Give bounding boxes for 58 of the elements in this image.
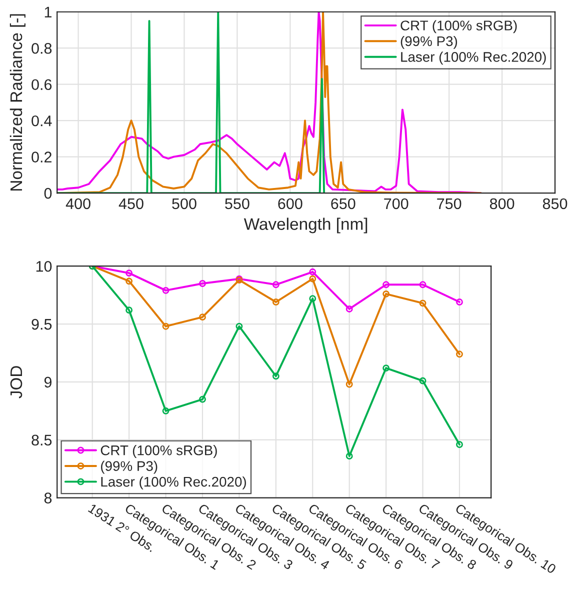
y-tick-label: 9 (44, 376, 52, 388)
point (199, 396, 206, 403)
y-tick-label: 8 (44, 492, 52, 504)
point (162, 407, 170, 414)
y-tick-label: 0.6 (32, 79, 52, 90)
x-tick-label: 400 (66, 198, 90, 210)
point (162, 322, 170, 330)
point (456, 441, 463, 448)
point (272, 281, 280, 288)
y-tick-label: 0.4 (32, 115, 52, 126)
point (419, 377, 426, 384)
x-tick-label: 650 (331, 198, 356, 210)
x-tick-label: 850 (542, 198, 568, 210)
point (162, 286, 170, 294)
x-tick-label: 600 (278, 198, 302, 210)
y-axis-title: JOD (10, 366, 22, 398)
x-tick-label: 500 (172, 198, 196, 210)
point (126, 270, 133, 277)
point (199, 314, 206, 321)
point (346, 305, 353, 312)
point (346, 452, 353, 460)
point (382, 364, 390, 372)
point (199, 280, 206, 287)
point (419, 300, 426, 307)
point (309, 275, 316, 282)
point (272, 372, 280, 380)
x-tick-label: 450 (118, 198, 144, 210)
legend-label: (99% P3) (101, 460, 158, 474)
legend-label: (99% P3) (400, 36, 458, 49)
y-tick-label: 10 (36, 260, 52, 272)
x-tick-label: 700 (384, 198, 408, 210)
point (382, 290, 390, 298)
point (309, 295, 316, 302)
point (272, 298, 280, 306)
legend-label: Laser (100% Rec.2020) (401, 52, 546, 65)
point (456, 350, 463, 358)
y-tick-label: 0.8 (32, 42, 52, 54)
point (309, 268, 316, 276)
x-tick-label: 750 (437, 198, 462, 210)
y-axis-title: Normalized Radiance [-] (10, 14, 26, 190)
x-axis-title: Wavelength [nm] (244, 218, 368, 234)
point (346, 380, 353, 388)
y-tick-label: 0 (44, 188, 52, 199)
point (126, 278, 133, 285)
legend-label: CRT (100% sRGB) (100, 445, 217, 458)
legend-label: CRT (100% sRGB) (400, 20, 517, 34)
x-tick-label: 800 (490, 198, 514, 210)
y-tick-label: 1 (44, 6, 52, 18)
y-tick-label: 9.5 (32, 318, 52, 330)
point (236, 322, 243, 330)
legend-label: Laser (100% Rec.2020) (101, 476, 246, 490)
point (126, 306, 133, 314)
y-tick-label: 8.5 (32, 434, 52, 446)
y-tick-label: 0.2 (32, 152, 52, 162)
point (419, 281, 426, 288)
point (382, 281, 390, 288)
point (456, 298, 463, 306)
x-tick-label: 550 (225, 198, 250, 210)
